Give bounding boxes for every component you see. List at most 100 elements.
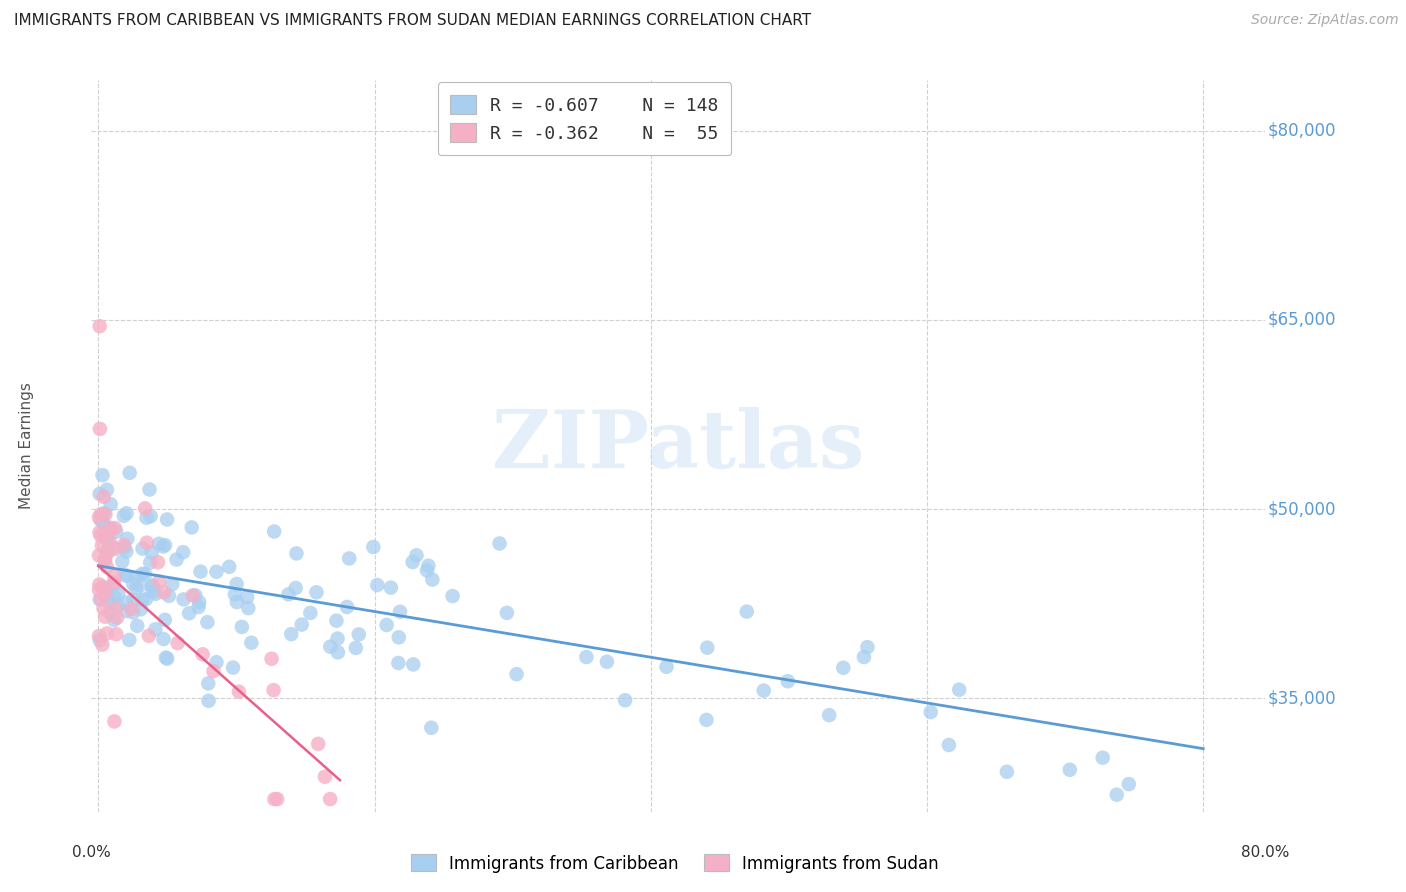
Point <box>135 592 157 607</box>
Point <box>89 577 111 591</box>
Point <box>347 627 370 641</box>
Point <box>93 601 115 615</box>
Point <box>103 575 125 590</box>
Text: Median Earnings: Median Earnings <box>20 383 34 509</box>
Point <box>89 513 111 527</box>
Point <box>363 540 385 554</box>
Point <box>157 589 180 603</box>
Point <box>655 659 678 673</box>
Point <box>326 632 349 646</box>
Point <box>416 564 439 578</box>
Point <box>263 683 285 698</box>
Point <box>91 638 114 652</box>
Point <box>91 580 114 594</box>
Point <box>104 570 127 584</box>
Point <box>131 592 153 607</box>
Point <box>89 525 111 540</box>
Point <box>89 487 111 501</box>
Point <box>260 651 283 665</box>
Text: ZIPatlas: ZIPatlas <box>492 407 865 485</box>
Point <box>139 509 162 524</box>
Point <box>96 527 118 541</box>
Point <box>418 558 440 573</box>
Point <box>115 604 138 618</box>
Point <box>105 610 128 624</box>
Point <box>94 586 117 600</box>
Point <box>87 549 110 563</box>
Point <box>94 553 117 567</box>
Point <box>89 422 111 436</box>
Point <box>197 615 219 630</box>
Point <box>420 573 443 587</box>
Point <box>695 713 717 727</box>
Point <box>90 507 112 521</box>
Point <box>375 618 398 632</box>
Text: IMMIGRANTS FROM CARIBBEAN VS IMMIGRANTS FROM SUDAN MEDIAN EARNINGS CORRELATION C: IMMIGRANTS FROM CARIBBEAN VS IMMIGRANTS … <box>14 13 811 29</box>
Point <box>107 587 129 601</box>
Point <box>180 520 202 534</box>
Text: 0.0%: 0.0% <box>72 845 111 860</box>
Point <box>832 661 855 675</box>
Point <box>125 581 148 595</box>
Point <box>89 633 111 648</box>
Point <box>87 629 110 643</box>
Point <box>104 541 127 556</box>
Point <box>94 552 117 566</box>
Point <box>89 319 111 334</box>
Point <box>101 541 124 555</box>
Point <box>228 684 250 698</box>
Point <box>96 560 118 574</box>
Point <box>122 592 145 607</box>
Point <box>138 629 160 643</box>
Point <box>103 613 125 627</box>
Point <box>100 497 122 511</box>
Text: 80.0%: 80.0% <box>1241 845 1289 860</box>
Point <box>112 538 135 552</box>
Point <box>505 667 527 681</box>
Point <box>87 510 110 524</box>
Point <box>114 568 136 582</box>
Point <box>104 521 127 535</box>
Point <box>325 614 347 628</box>
Point <box>319 792 342 806</box>
Point <box>90 538 112 552</box>
Point <box>155 650 177 665</box>
Point <box>156 651 179 665</box>
Point <box>134 501 156 516</box>
Point <box>181 589 204 603</box>
Point <box>420 721 443 735</box>
Point <box>135 510 157 524</box>
Point <box>104 591 127 605</box>
Point <box>285 546 308 560</box>
Point <box>222 660 245 674</box>
Point <box>148 574 170 589</box>
Point <box>188 595 211 609</box>
Point <box>162 577 184 591</box>
Point <box>696 640 718 655</box>
Point <box>387 656 409 670</box>
Point <box>231 620 253 634</box>
Point <box>291 617 314 632</box>
Point <box>94 581 117 595</box>
Point <box>153 538 176 552</box>
Point <box>127 619 149 633</box>
Point <box>856 640 879 655</box>
Point <box>205 565 228 579</box>
Point <box>263 792 285 806</box>
Point <box>366 578 388 592</box>
Point <box>122 576 145 591</box>
Point <box>401 555 423 569</box>
Point <box>96 626 118 640</box>
Point <box>115 506 138 520</box>
Point <box>96 483 118 497</box>
Point <box>141 585 163 599</box>
Point <box>91 516 114 530</box>
Point <box>1118 777 1140 791</box>
Point <box>735 605 758 619</box>
Point <box>90 592 112 607</box>
Point <box>120 602 142 616</box>
Text: $80,000: $80,000 <box>1268 121 1336 140</box>
Point <box>224 587 246 601</box>
Point <box>97 520 120 534</box>
Point <box>118 632 141 647</box>
